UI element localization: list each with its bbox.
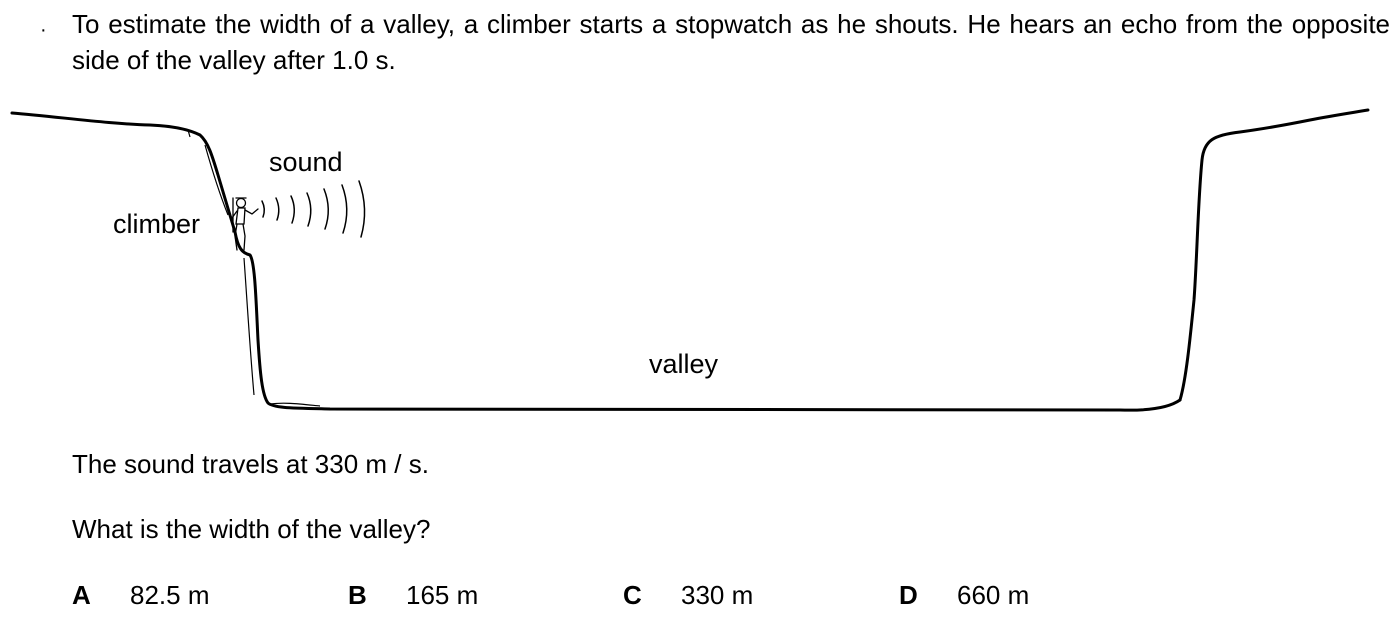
option-d-letter: D bbox=[899, 580, 918, 610]
question-prompt: What is the width of the valley? bbox=[72, 514, 431, 544]
option-d-text: 660 m bbox=[957, 580, 1030, 610]
option-a[interactable]: A 82.5 m bbox=[72, 578, 210, 612]
option-b-letter: B bbox=[348, 580, 367, 610]
option-b[interactable]: B 165 m bbox=[348, 578, 478, 612]
question-bullet: · bbox=[40, 19, 47, 41]
climber-figure bbox=[231, 197, 259, 251]
option-b-text: 165 m bbox=[406, 580, 479, 610]
sound-label: sound bbox=[269, 147, 343, 177]
question-text: To estimate the width of a valley, a cli… bbox=[72, 9, 1390, 75]
speed-statement: The sound travels at 330 m / s. bbox=[72, 449, 429, 479]
option-c-letter: C bbox=[623, 580, 642, 610]
right-cliff-line bbox=[1178, 108, 1370, 402]
cliff-texture bbox=[187, 129, 321, 407]
answer-options: A 82.5 m B 165 m C 330 m D 660 m bbox=[72, 578, 1372, 614]
option-d[interactable]: D 660 m bbox=[899, 578, 1029, 612]
sound-waves bbox=[261, 180, 366, 238]
option-a-letter: A bbox=[72, 580, 91, 610]
left-ground-line bbox=[10, 111, 1182, 412]
valley-diagram: sound climber valley bbox=[10, 108, 1370, 412]
option-c-text: 330 m bbox=[681, 580, 754, 610]
option-c[interactable]: C 330 m bbox=[623, 578, 753, 612]
climber-label: climber bbox=[113, 209, 200, 239]
valley-label: valley bbox=[649, 349, 719, 379]
option-a-text: 82.5 m bbox=[130, 580, 210, 610]
